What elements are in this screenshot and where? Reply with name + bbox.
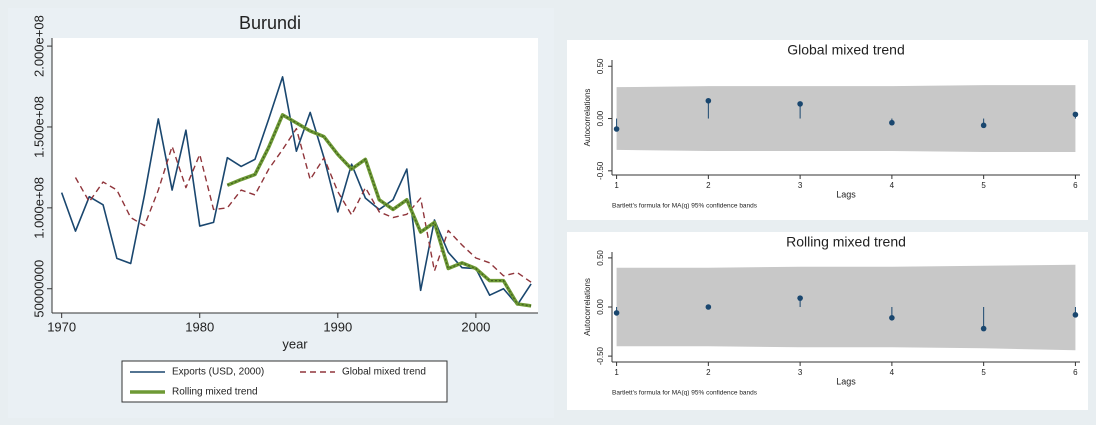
stem-point: [889, 315, 895, 321]
x-tick-label: 5: [981, 181, 986, 190]
confidence-band: [616, 264, 1076, 351]
note: Bartlett's formula for MA(q) 95% confide…: [612, 203, 758, 210]
series-line-dots: [227, 113, 532, 307]
x-tick-label: 4: [890, 181, 895, 190]
legend: [121, 360, 448, 403]
y-tick-label: 50000000: [31, 260, 46, 318]
legend-label: Rolling mixed trend: [172, 387, 258, 398]
x-tick-label: 2: [706, 181, 711, 190]
stem-point: [889, 119, 895, 126]
x-tick-label: 1: [614, 368, 619, 377]
series-line: [74, 127, 532, 283]
x-tick-label: 5: [981, 368, 986, 377]
plot-area: [52, 38, 538, 313]
x-tick-label: 1970: [47, 319, 76, 334]
x-tick-label: 3: [798, 368, 803, 377]
y-tick-label: 0.50: [596, 58, 605, 74]
stem-point: [797, 101, 803, 107]
chart-title: Rolling mixed trend: [786, 234, 906, 250]
x-tick-label: 2000: [461, 319, 490, 334]
x-tick-label: 3: [798, 181, 803, 190]
x-tick-label: 4: [890, 368, 895, 377]
note: Bartlett's formula for MA(q) 95% confide…: [612, 390, 758, 397]
x-axis-label: Lags: [836, 189, 856, 199]
x-axis-label: year: [282, 336, 308, 351]
stem-point: [1072, 312, 1079, 318]
x-tick-label: 2: [706, 368, 711, 377]
confidence-band: [616, 85, 1076, 152]
y-axis-label: Autocorrelations: [583, 278, 592, 336]
y-tick-label: -0.50: [596, 346, 605, 365]
series-line: [60, 76, 532, 306]
legend-label: Global mixed trend: [342, 367, 426, 378]
y-axis-label: Autocorrelations: [583, 89, 592, 147]
stem-point: [980, 122, 987, 129]
chart-title: Burundi: [239, 13, 301, 33]
x-tick-label: 6: [1073, 181, 1078, 190]
x-tick-label: 1: [614, 181, 619, 190]
y-tick-label: 0.50: [596, 250, 605, 266]
stem-point: [980, 325, 987, 332]
y-tick-label: -0.50: [596, 161, 605, 180]
stem-point: [613, 126, 620, 132]
x-tick-label: 1980: [185, 319, 214, 334]
stem-point: [797, 295, 803, 301]
x-tick-label: 6: [1073, 368, 1078, 377]
y-tick-label: 1.000e+08: [31, 177, 46, 239]
chart-title: Global mixed trend: [787, 42, 905, 58]
legend-label: Exports (USD, 2000): [172, 367, 264, 378]
y-tick-label: 0.00: [596, 110, 605, 126]
stem-point: [1072, 111, 1079, 118]
y-tick-label: 1.500e+08: [31, 96, 46, 158]
stem-point: [613, 310, 620, 316]
y-tick-label: 0.00: [596, 299, 605, 315]
y-tick-label: 2.000e+08: [31, 15, 46, 77]
stem-point: [705, 304, 712, 310]
x-axis-label: Lags: [836, 376, 856, 386]
x-tick-label: 1990: [323, 319, 352, 334]
stem-point: [705, 97, 712, 104]
